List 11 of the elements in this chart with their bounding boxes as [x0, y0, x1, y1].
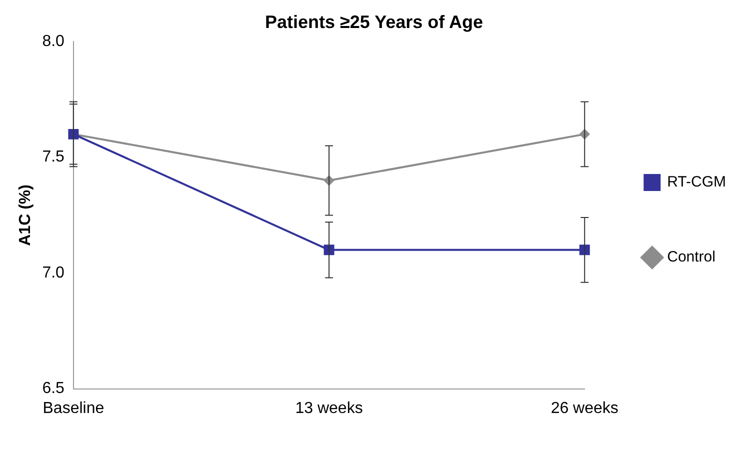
chart-title: Patients ≥25 Years of Age	[265, 12, 483, 32]
y-tick-label: 8.0	[42, 33, 65, 50]
y-tick-label: 7.5	[42, 148, 65, 166]
y-tick-label: 6.5	[42, 380, 65, 398]
legend-label: RT-CGM	[667, 174, 726, 191]
x-tick-label: 26 weeks	[550, 400, 618, 417]
y-tick-label: 7.0	[42, 264, 65, 282]
x-tick-label: 13 weeks	[295, 400, 363, 417]
x-tick-label: Baseline	[42, 400, 104, 417]
y-axis-title: A1C (%)	[17, 184, 34, 246]
legend-label: Control	[667, 248, 716, 266]
